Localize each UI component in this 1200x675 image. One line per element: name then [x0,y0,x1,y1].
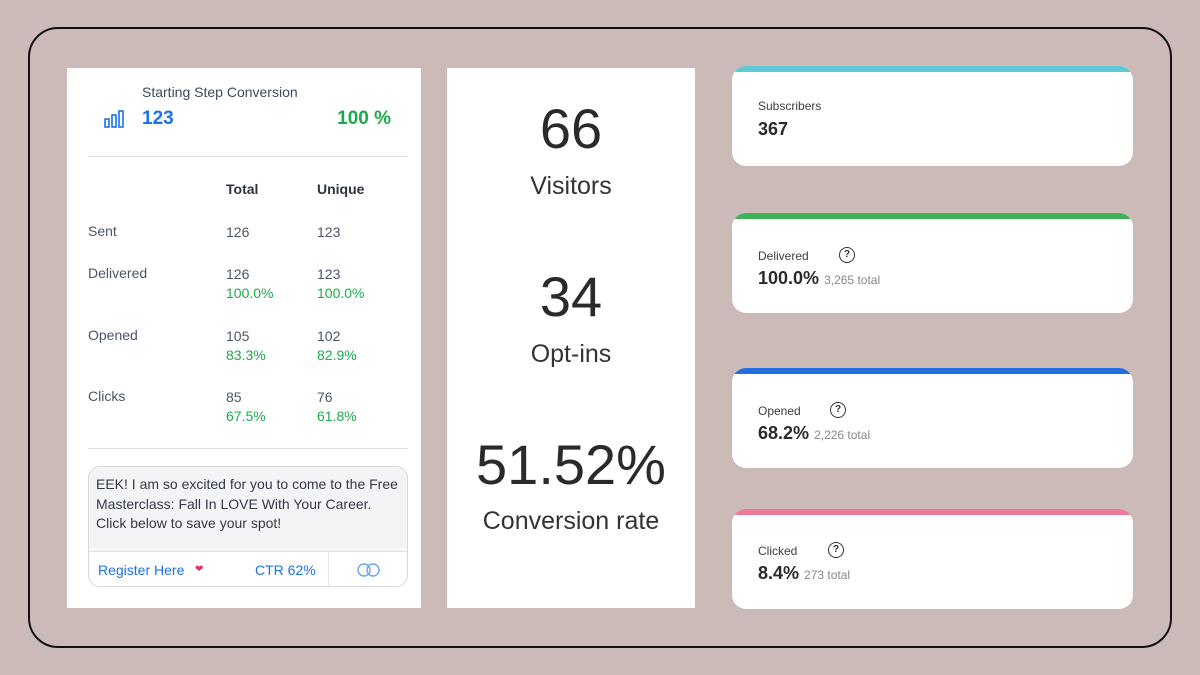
cell-unique-value: 123 [317,224,341,240]
ctr-label: CTR 62% [255,562,316,578]
cell-unique-value: 123 [317,266,341,282]
delivered-card: Delivered ? 100.0% 3,265 total [732,213,1133,313]
link-icon[interactable] [354,563,384,577]
cell-total: 105 83.3% [226,327,266,365]
card-accent-bar [732,509,1133,515]
card-title: Delivered [758,249,809,263]
column-header-total: Total [226,181,259,197]
card-value: 68.2% 2,226 total [758,423,871,443]
cell-unique-percent: 61.8% [317,408,357,424]
step-count: 123 [142,108,174,129]
outer-frame [28,27,1172,648]
card-accent-bar [732,66,1133,72]
column-header-unique: Unique [317,181,365,197]
help-icon[interactable]: ? [839,247,855,263]
card-accent-bar [732,213,1133,219]
cell-total-value: 126 [226,224,250,240]
conversion-label: Conversion rate [482,507,660,535]
footer-separator [328,552,329,586]
step-percent: 100 % [337,108,391,129]
card-subtotal: 3,265 total [824,273,881,287]
card-subtotal: 2,226 total [814,428,871,442]
subscribers-card: Subscribers 367 [732,66,1133,166]
row-label: Clicks [88,388,126,404]
card-value: 367 [758,119,789,139]
cell-total-percent: 100.0% [226,285,274,301]
card-value: 8.4% 273 total [758,563,851,583]
cell-unique-value: 102 [317,328,341,344]
cell-total: 126 [226,223,249,242]
cell-total-value: 105 [226,328,250,344]
email-stats-panel: Starting Step Conversion 123 100 % Total… [67,68,421,608]
cell-total: 126 100.0% [226,265,273,303]
cell-total-percent: 83.3% [226,347,266,363]
cell-total: 85 67.5% [226,388,266,426]
message-text: EEK! I am so excited for you to come to … [89,467,407,551]
cell-unique: 123 [317,223,340,242]
row-label: Opened [88,327,138,343]
divider [88,156,408,157]
cell-unique-value: 76 [317,389,333,405]
card-title: Opened [758,404,801,418]
funnel-summary-panel: 66 Visitors 34 Opt-ins 51.52% Conversion… [447,68,695,608]
cell-total-percent: 67.5% [226,408,266,424]
message-preview: EEK! I am so excited for you to come to … [88,466,408,587]
card-title: Clicked [758,544,798,558]
row-label: Delivered [88,265,148,281]
cell-unique: 123 100.0% [317,265,364,303]
optins-value: 34 [539,265,603,328]
cell-unique: 102 82.9% [317,327,357,365]
divider [88,448,408,449]
panel-title: Starting Step Conversion [142,84,298,100]
register-button[interactable]: Register Here [98,562,185,578]
cell-unique: 76 61.8% [317,388,357,426]
visitors-label: Visitors [530,172,612,200]
card-title: Subscribers [758,99,822,113]
cell-unique-percent: 82.9% [317,347,357,363]
bar-chart-icon [104,110,124,128]
help-icon[interactable]: ? [828,542,844,558]
heart-icon: ❤ [195,564,204,575]
card-subtotal: 273 total [804,568,851,582]
card-value: 100.0% 3,265 total [758,268,881,288]
optins-label: Opt-ins [530,340,612,368]
visitors-value: 66 [539,97,603,160]
card-accent-bar [732,368,1133,374]
row-label: Sent [88,223,117,239]
cell-total-value: 85 [226,389,242,405]
message-footer: Register Here ❤ CTR 62% [89,551,407,586]
clicked-card: Clicked ? 8.4% 273 total [732,509,1133,609]
opened-card: Opened ? 68.2% 2,226 total [732,368,1133,468]
help-icon[interactable]: ? [830,402,846,418]
cell-unique-percent: 100.0% [317,285,365,301]
cell-total-value: 126 [226,266,250,282]
conversion-value: 51.52% [476,433,666,496]
